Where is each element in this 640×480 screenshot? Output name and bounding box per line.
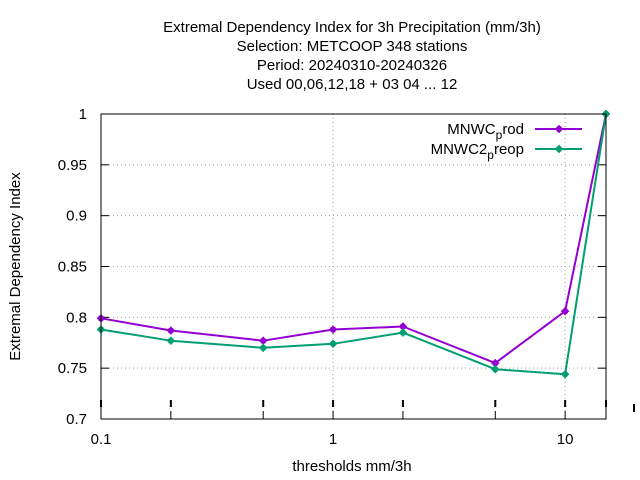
legend-label: MNWCprod: [447, 121, 524, 142]
y-tick-label: 0.95: [58, 157, 87, 174]
x-tick-label: 0.1: [91, 431, 112, 448]
data-point: [329, 339, 338, 348]
legend-label: MNWC2preop: [431, 141, 524, 162]
series-1: [97, 110, 610, 368]
data-point: [259, 336, 268, 345]
x-axis-label: thresholds mm/3h: [292, 458, 411, 475]
chart-title: Extremal Dependency Index for 3h Precipi…: [163, 19, 541, 93]
data-point: [166, 326, 175, 335]
data-point: [398, 328, 407, 337]
data-point: [259, 343, 268, 352]
data-point: [398, 322, 407, 331]
legend-item: MNWCprod: [447, 121, 582, 142]
y-axis-label: Extremal Dependency Index: [7, 172, 24, 361]
data-point: [329, 325, 338, 334]
y-tick-labels: 0.7 0.75 0.8 0.85 0.9 0.95 1: [58, 106, 87, 428]
chart-title-line: Selection: METCOOP 348 stations: [237, 38, 468, 55]
y-tick-label: 0.8: [66, 309, 87, 326]
chart-title-line: Used 00,06,12,18 + 03 04 ... 12: [247, 76, 458, 93]
data-point: [166, 336, 175, 345]
y-tick-label: 0.7: [66, 411, 87, 428]
data-point: [561, 307, 570, 316]
series-line: [100, 113, 607, 365]
x-tick-label: 1: [329, 431, 337, 448]
chart-title-line: Extremal Dependency Index for 3h Precipi…: [163, 19, 541, 36]
series: [97, 110, 610, 379]
grid: [101, 114, 606, 419]
axis-ticks: [100, 113, 635, 420]
series-2: [97, 110, 610, 379]
data-point: [555, 145, 563, 153]
series-line: [100, 113, 607, 376]
y-tick-label: 1: [79, 106, 87, 123]
x-tick-labels: 0.1 1 10: [91, 431, 574, 448]
data-point: [555, 125, 563, 133]
plot-frame: [100, 113, 607, 420]
y-tick-label: 0.75: [58, 360, 87, 377]
chart-title-line: Period: 20240310-20240326: [257, 57, 447, 74]
x-tick-label: 10: [557, 431, 574, 448]
legend-item: MNWC2preop: [431, 141, 582, 162]
data-point: [491, 365, 500, 374]
y-tick-label: 0.85: [58, 259, 87, 276]
data-point: [561, 370, 570, 379]
y-tick-label: 0.9: [66, 208, 87, 225]
